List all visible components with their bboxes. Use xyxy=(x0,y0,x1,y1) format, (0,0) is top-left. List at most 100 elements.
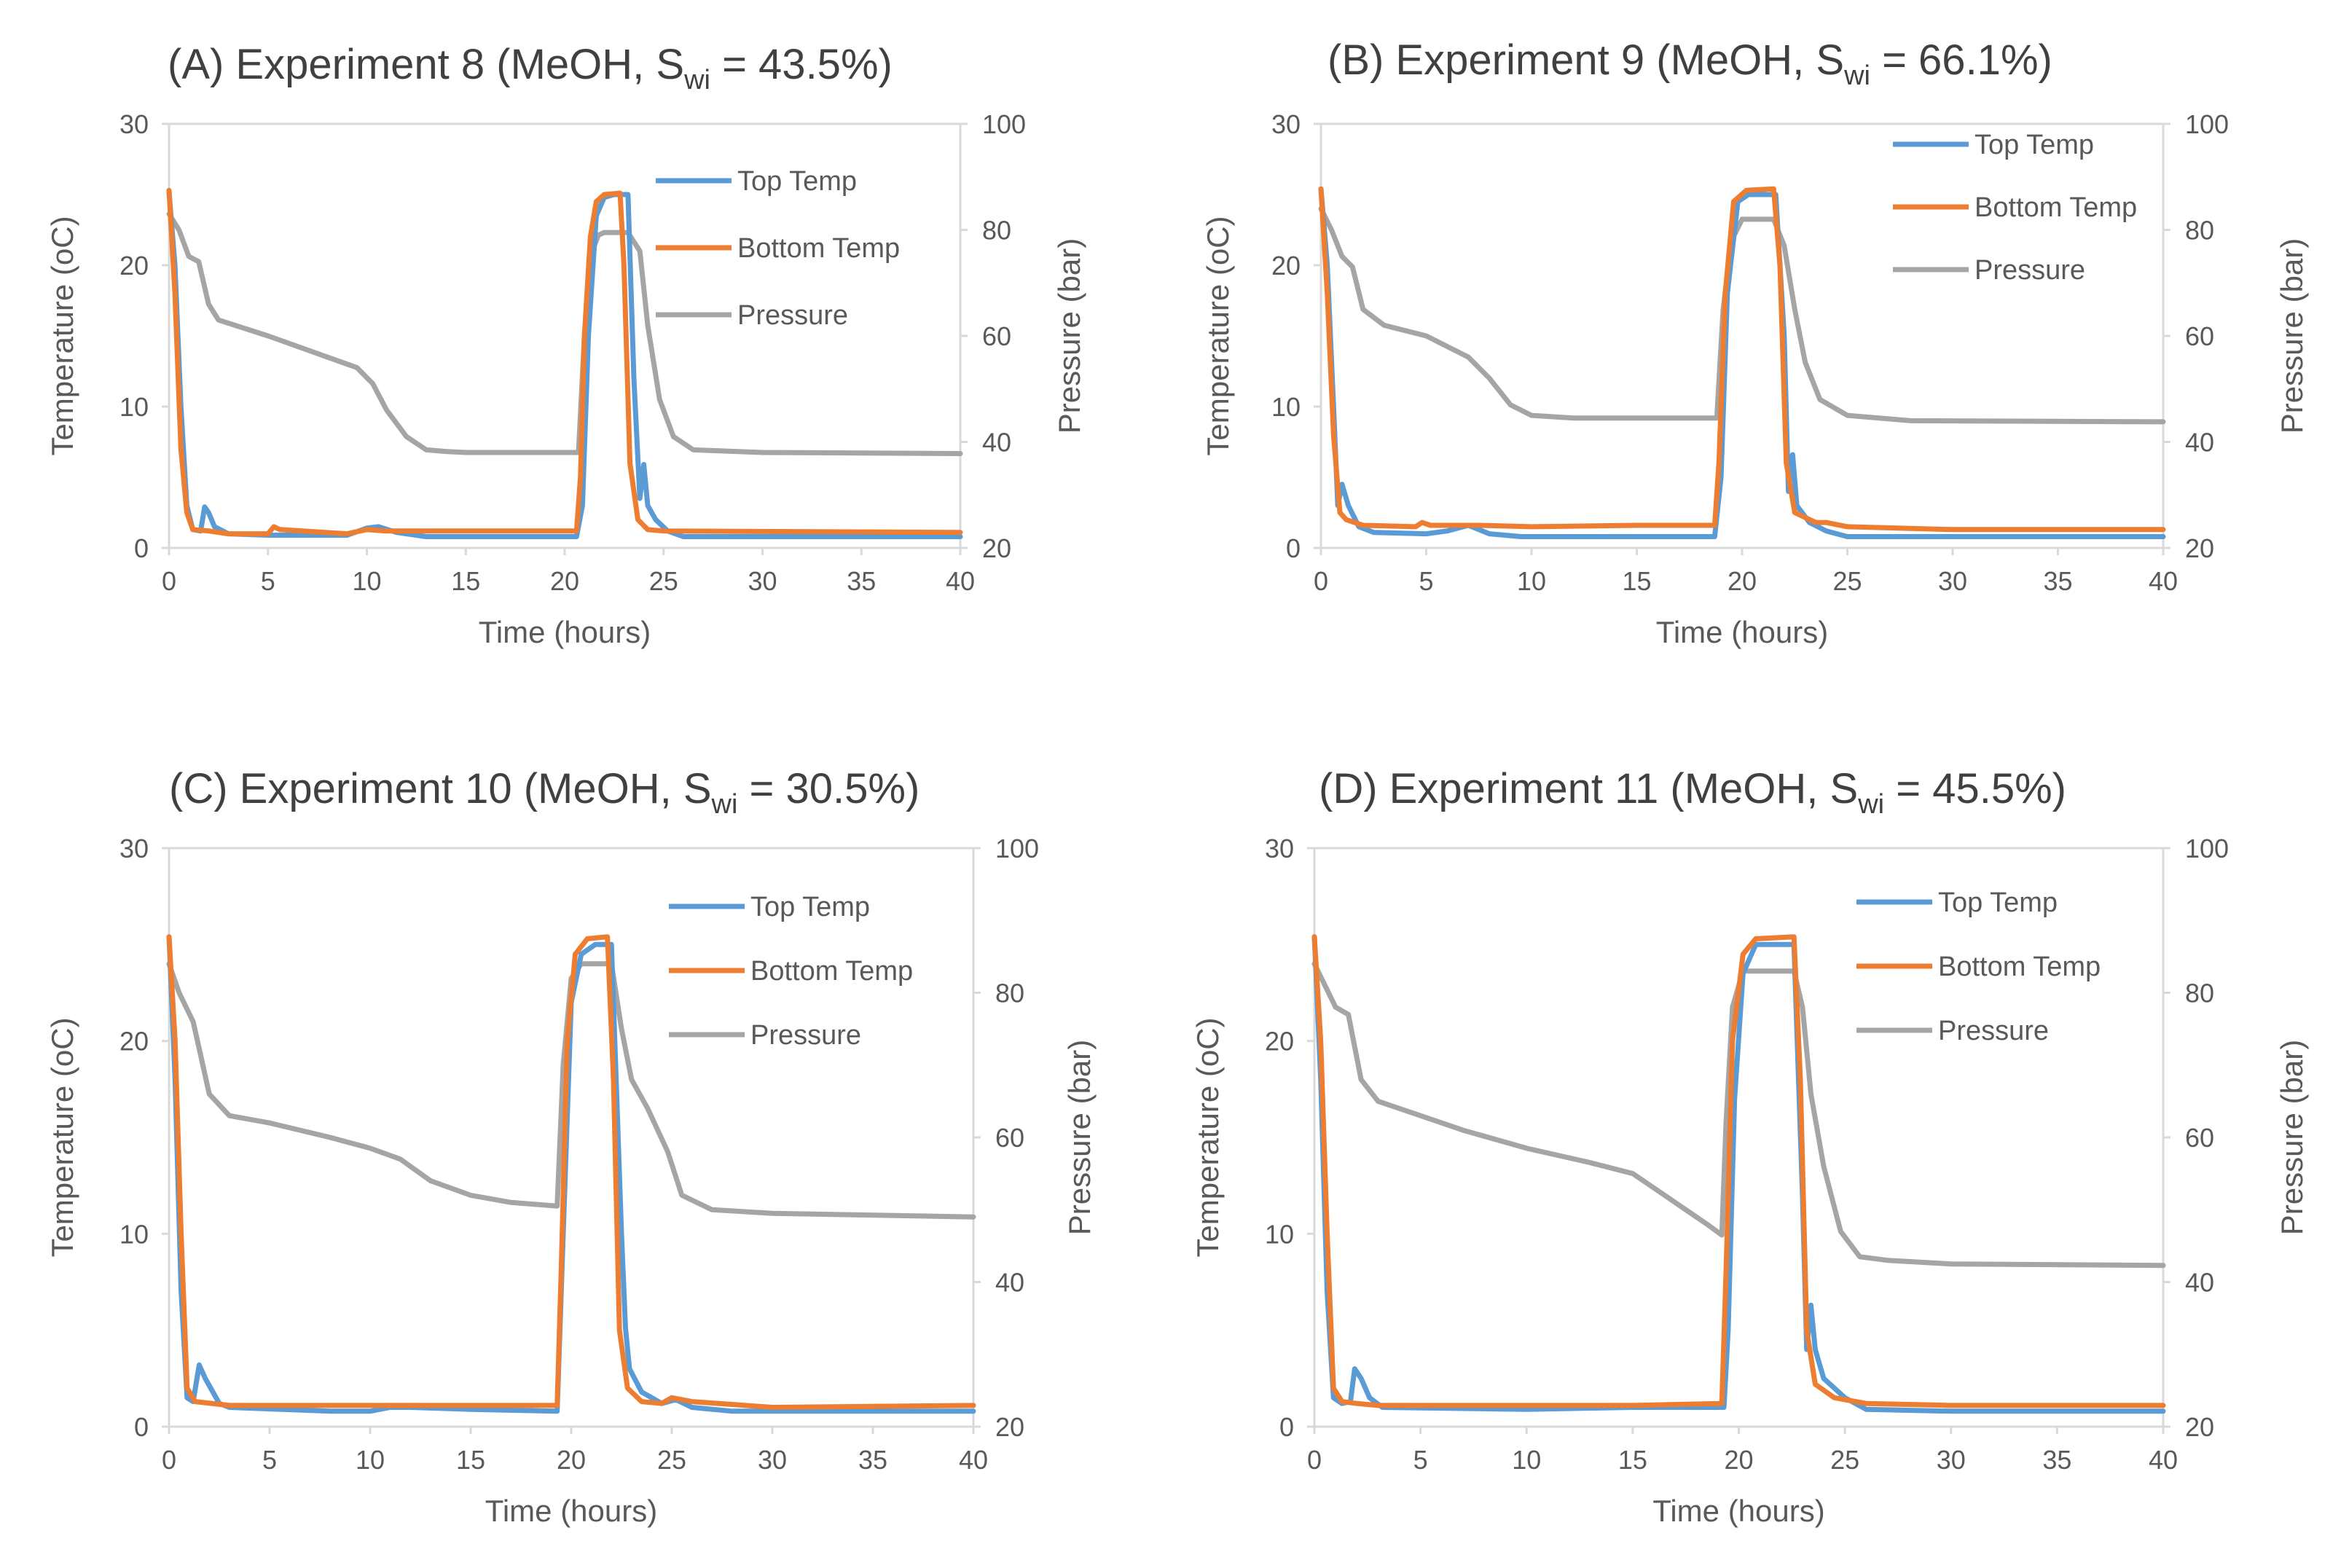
y2-tick-label: 80 xyxy=(995,979,1024,1008)
y-axis-label: Temperature (oC) xyxy=(1201,216,1235,455)
y-tick-label: 20 xyxy=(1265,1027,1294,1057)
y2-tick-label: 20 xyxy=(982,533,1011,563)
x-tick-label: 35 xyxy=(2042,1445,2071,1475)
y2-tick-label: 100 xyxy=(2185,834,2229,863)
x-tick-label: 0 xyxy=(1314,566,1328,596)
x-tick-label: 25 xyxy=(657,1445,686,1475)
y-axis-label: Temperature (oC) xyxy=(45,1017,79,1257)
x-tick-label: 35 xyxy=(858,1445,887,1475)
series-top-temp-line xyxy=(166,189,963,539)
x-axis-label: Time (hours) xyxy=(1652,1494,1824,1528)
series-bottom-temp-line xyxy=(166,934,976,1410)
series-bottom-temp-line xyxy=(1311,934,2166,1408)
x-tick-label: 15 xyxy=(1622,566,1651,596)
chart-title-tail: = 45.5%) xyxy=(1884,765,2066,812)
y-axis-label: Temperature (oC) xyxy=(1191,1017,1225,1257)
x-tick-label: 30 xyxy=(1938,566,1967,596)
legend-label-bottom-temp: Bottom Temp xyxy=(750,956,913,987)
legend-label-top-temp: Top Temp xyxy=(1938,887,2058,918)
chart-title-main: (C) Experiment 10 (MeOH, S xyxy=(169,765,712,812)
x-tick-label: 20 xyxy=(1724,1445,1753,1475)
y2-tick-label: 40 xyxy=(2185,428,2214,458)
legend-label-pressure: Pressure xyxy=(1975,255,2085,286)
plot-area xyxy=(1319,122,2165,549)
legend-label-bottom-temp: Bottom Temp xyxy=(1975,192,2137,223)
y-tick-label: 10 xyxy=(1265,1219,1294,1249)
y-tick-label: 30 xyxy=(1271,109,1301,139)
legend-label-pressure: Pressure xyxy=(1938,1016,2049,1046)
x-tick-label: 25 xyxy=(1830,1445,1859,1475)
y2-tick-label: 80 xyxy=(982,216,1011,246)
series-bottom-temp-line xyxy=(166,187,963,537)
y-tick-label: 30 xyxy=(1265,834,1294,863)
y-axis-label: Temperature (oC) xyxy=(45,216,79,455)
y2-tick-label: 100 xyxy=(995,834,1039,863)
x-tick-label: 30 xyxy=(748,566,777,596)
y2-axis-label: Pressure (bar) xyxy=(2275,1040,2309,1235)
x-axis-label: Time (hours) xyxy=(485,1494,657,1528)
x-tick-label: 40 xyxy=(946,566,975,596)
chart-title-main: (A) Experiment 8 (MeOH, S xyxy=(168,41,684,88)
y2-axis-label: Pressure (bar) xyxy=(1062,1040,1097,1235)
chart-title: (D) Experiment 11 (MeOH, Swi = 45.5%) xyxy=(1319,765,2066,820)
y2-tick-label: 60 xyxy=(982,321,1011,351)
series-top-temp-line xyxy=(166,934,976,1414)
y-tick-label: 0 xyxy=(134,1412,149,1442)
chart-panel-c: (C) Experiment 10 (MeOH, Swi = 30.5%) 0 5 1… xyxy=(45,765,1097,1528)
y2-tick-label: 40 xyxy=(982,428,1011,458)
chart-title-subscript: wi xyxy=(711,789,738,820)
y-tick-label: 30 xyxy=(119,834,149,863)
y2-tick-label: 20 xyxy=(2185,1412,2214,1442)
legend-label-top-temp: Top Temp xyxy=(1975,130,2094,160)
legend-label-bottom-temp: Bottom Temp xyxy=(737,233,900,264)
y2-axis-label: Pressure (bar) xyxy=(1052,238,1086,434)
x-tick-label: 15 xyxy=(451,566,480,596)
x-tick-label: 10 xyxy=(1517,566,1546,596)
y2-tick-label: 80 xyxy=(2185,216,2214,246)
x-tick-label: 0 xyxy=(162,566,176,596)
y2-tick-label: 80 xyxy=(2185,979,2214,1008)
x-tick-label: 5 xyxy=(1419,566,1433,596)
y-tick-label: 10 xyxy=(1271,392,1301,422)
x-tick-label: 5 xyxy=(261,566,275,596)
plot-area xyxy=(168,847,975,1428)
x-tick-label: 30 xyxy=(758,1445,787,1475)
chart-title-subscript: wi xyxy=(683,65,710,95)
x-axis-label: Time (hours) xyxy=(479,615,651,649)
chart-title-subscript: wi xyxy=(1843,60,1870,91)
chart-title-main: (B) Experiment 9 (MeOH, S xyxy=(1328,36,1844,84)
y2-tick-label: 100 xyxy=(982,109,1026,139)
x-tick-label: 15 xyxy=(456,1445,485,1475)
chart-panel-a: (A) Experiment 8 (MeOH, Swi = 43.5%) 0 5 10… xyxy=(45,41,1086,649)
chart-title-tail: = 66.1%) xyxy=(1870,36,2052,84)
x-tick-label: 35 xyxy=(847,566,876,596)
x-tick-label: 40 xyxy=(2149,1445,2178,1475)
legend-label-bottom-temp: Bottom Temp xyxy=(1938,952,2101,982)
y-tick-label: 0 xyxy=(1279,1412,1294,1442)
chart-title: (A) Experiment 8 (MeOH, Swi = 43.5%) xyxy=(168,41,893,95)
y-tick-label: 0 xyxy=(134,533,149,563)
y-tick-label: 10 xyxy=(119,1219,149,1249)
chart-title: (B) Experiment 9 (MeOH, Swi = 66.1%) xyxy=(1328,36,2052,91)
legend-label-top-temp: Top Temp xyxy=(750,892,870,922)
series-pressure-line xyxy=(1311,961,2166,1269)
y-tick-label: 20 xyxy=(119,251,149,281)
chart-title-tail: = 30.5%) xyxy=(737,765,919,812)
x-tick-label: 40 xyxy=(959,1445,988,1475)
x-tick-label: 10 xyxy=(356,1445,385,1475)
y2-tick-label: 20 xyxy=(2185,533,2214,563)
y2-tick-label: 100 xyxy=(2185,109,2229,139)
plot-area xyxy=(1313,847,2165,1428)
x-tick-label: 15 xyxy=(1618,1445,1647,1475)
y-tick-label: 30 xyxy=(119,109,149,139)
x-tick-label: 10 xyxy=(352,566,381,596)
y2-axis-label: Pressure (bar) xyxy=(2275,238,2309,434)
x-tick-label: 25 xyxy=(1832,566,1862,596)
x-tick-label: 30 xyxy=(1937,1445,1966,1475)
y2-tick-label: 60 xyxy=(995,1123,1024,1153)
y2-tick-label: 40 xyxy=(2185,1268,2214,1298)
y-tick-label: 0 xyxy=(1286,533,1301,563)
y2-tick-label: 60 xyxy=(2185,1123,2214,1153)
x-tick-label: 20 xyxy=(550,566,579,596)
